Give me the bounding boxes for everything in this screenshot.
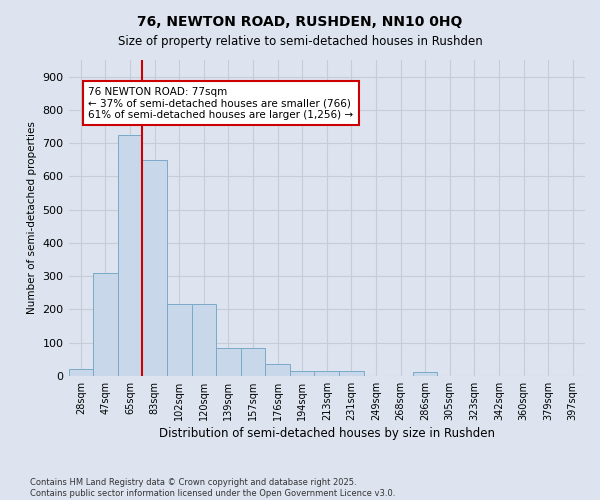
Bar [93,273,118,376]
Bar [167,304,191,376]
Bar [191,304,216,376]
Text: 76, NEWTON ROAD, RUSHDEN, NN10 0HQ: 76, NEWTON ROAD, RUSHDEN, NN10 0HQ [137,15,463,29]
Bar [339,371,364,376]
Bar [265,364,290,376]
Bar [241,348,265,376]
Text: 76 NEWTON ROAD: 77sqm
← 37% of semi-detached houses are smaller (766)
61% of sem: 76 NEWTON ROAD: 77sqm ← 37% of semi-deta… [88,86,353,120]
X-axis label: Distribution of semi-detached houses by size in Rushden: Distribution of semi-detached houses by … [159,427,495,440]
Bar [413,372,437,376]
Bar [314,371,339,376]
Y-axis label: Number of semi-detached properties: Number of semi-detached properties [27,122,37,314]
Text: Size of property relative to semi-detached houses in Rushden: Size of property relative to semi-detach… [118,35,482,48]
Bar [290,371,314,376]
Bar [118,135,142,376]
Bar [68,369,93,376]
Text: Contains HM Land Registry data © Crown copyright and database right 2025.
Contai: Contains HM Land Registry data © Crown c… [30,478,395,498]
Bar [216,348,241,376]
Bar [142,160,167,376]
